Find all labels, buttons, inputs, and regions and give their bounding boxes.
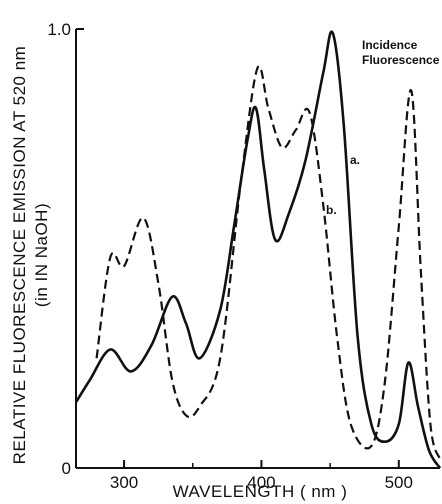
series-label-a: a. xyxy=(350,153,360,167)
y-tick-label: 0 xyxy=(62,459,71,478)
x-axis-ticks: 300 400 500 xyxy=(110,460,413,492)
annotation-fluorescence: Fluorescence xyxy=(362,53,440,67)
y-axis-title: RELATIVE FLUORESCENCE EMISSION AT 520 nm xyxy=(10,46,29,465)
y-axis-ticks: 01.0 xyxy=(47,20,84,478)
x-axis-title: WAVELENGTH ( nm ) xyxy=(173,482,348,501)
annotation-incidence: Incidence xyxy=(362,38,418,52)
plot-frame xyxy=(75,29,440,469)
x-tick-label: 500 xyxy=(385,473,413,492)
series-line-a xyxy=(74,30,442,469)
x-tick-label: 400 xyxy=(247,473,275,492)
series-layer xyxy=(74,30,442,469)
x-tick-label: 300 xyxy=(110,473,138,492)
y-axis-subtitle: (in IN NaOH) xyxy=(32,203,51,307)
series-label-b: b. xyxy=(326,203,337,217)
series-line-b xyxy=(95,65,442,460)
y-tick-label: 1.0 xyxy=(47,20,71,39)
